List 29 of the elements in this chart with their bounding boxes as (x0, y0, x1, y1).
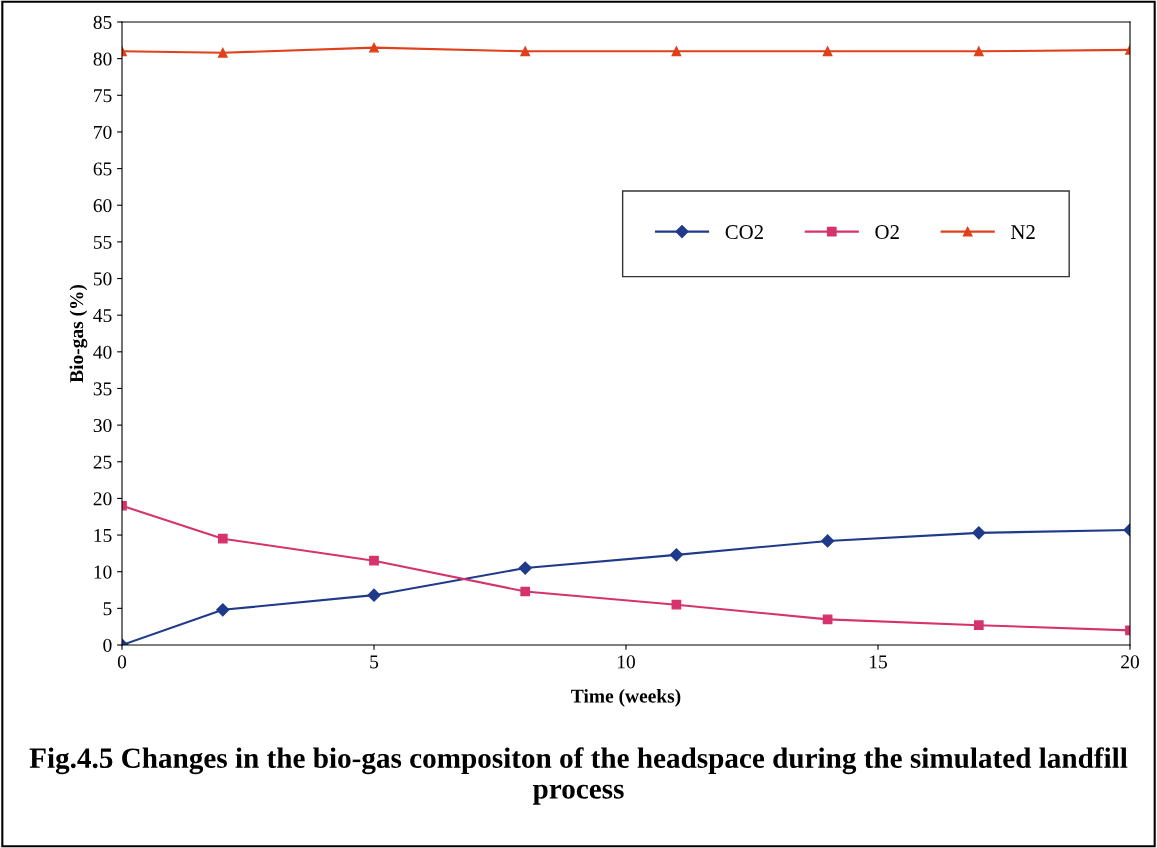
y-tick-label: 80 (93, 52, 112, 66)
y-tick-label: 10 (94, 565, 112, 579)
legend-label: CO2 (725, 225, 763, 240)
legend-label: N2 (1010, 225, 1035, 239)
y-tick-label: 60 (93, 199, 112, 213)
y-tick-label: 50 (93, 272, 112, 286)
y-tick-label: 25 (93, 455, 112, 469)
y-tick-label: 55 (93, 235, 112, 249)
legend-label: O2 (875, 225, 899, 240)
y-tick-label: 45 (93, 309, 112, 323)
y-tick-label: 15 (94, 528, 112, 542)
x-axis-title: Time (weeks) (571, 689, 681, 707)
x-tick-label: 20 (1121, 655, 1139, 669)
x-tick-label: 10 (617, 655, 635, 669)
y-tick-label: 40 (93, 345, 112, 359)
y-tick-label: 65 (93, 162, 112, 176)
y-tick-label: 85 (93, 15, 112, 29)
y-tick-label: 20 (93, 492, 112, 506)
x-tick-label: 0 (117, 655, 127, 669)
x-tick-label: 15 (869, 655, 887, 669)
y-tick-label: 30 (93, 418, 112, 433)
y-axis-title: Bio-gas (%) (69, 284, 88, 383)
y-tick-label: 35 (93, 382, 112, 396)
y-tick-label: 75 (94, 89, 112, 103)
y-tick-label: 0 (103, 638, 112, 652)
x-tick-label: 5 (370, 655, 379, 669)
y-tick-label: 70 (94, 125, 112, 139)
y-tick-label: 5 (103, 602, 112, 616)
text: Fig.4.5 Changes in the bio-gas compositon of the headspace during the simulated landfill process (29, 747, 1128, 805)
